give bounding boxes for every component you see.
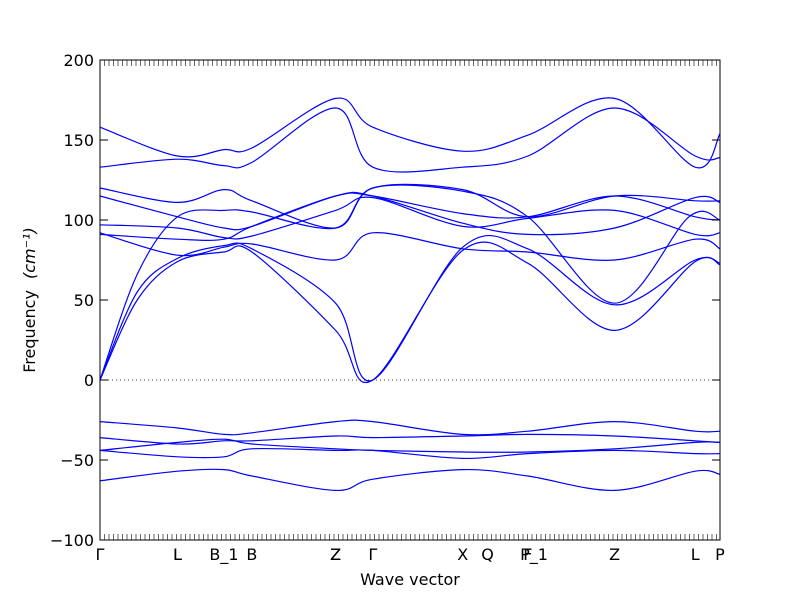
x-tick-label: F bbox=[523, 545, 532, 564]
x-tick-label: Z bbox=[330, 545, 341, 564]
x-tick-label: L bbox=[173, 545, 182, 564]
x-tick-label: Z bbox=[330, 545, 341, 564]
band-line-4 bbox=[99, 192, 721, 241]
y-axis-label-unit: (cm⁻¹) bbox=[20, 227, 39, 279]
y-tick-label: 50 bbox=[74, 291, 94, 310]
x-tick-label: Γ bbox=[96, 545, 105, 564]
series-layer bbox=[99, 97, 721, 492]
y-axis-label-group: Frequency (cm⁻¹) bbox=[20, 227, 39, 372]
band-line-9 bbox=[99, 107, 721, 173]
minor-ticks bbox=[99, 60, 717, 540]
band-line-8 bbox=[99, 232, 721, 261]
x-tick-label: X bbox=[457, 545, 468, 564]
x-tick-label: B bbox=[246, 545, 257, 564]
band-line-6 bbox=[99, 191, 721, 236]
x-tick-label: L bbox=[691, 545, 700, 564]
band-line-7 bbox=[99, 183, 721, 229]
y-tick-label: −100 bbox=[50, 531, 94, 550]
x-tick-label: P_1 bbox=[520, 545, 548, 565]
y-axis-label: Frequency (cm⁻¹) bbox=[20, 227, 39, 372]
y-tick-label: −50 bbox=[60, 451, 94, 470]
y-tick-label: 200 bbox=[63, 51, 94, 70]
x-tick-label: B_1 bbox=[209, 545, 238, 565]
x-tick-label: Q bbox=[481, 545, 494, 564]
band-line-11 bbox=[99, 419, 721, 436]
band-line-2 bbox=[99, 241, 721, 384]
x-axis-ticks: Γ LL B_1 B ZZ Γ X Q FP_1 Z L P bbox=[96, 545, 726, 565]
x-tick-label: Γ bbox=[368, 545, 377, 564]
y-axis-label-text: Frequency bbox=[20, 290, 39, 373]
band-line-14 bbox=[99, 447, 721, 460]
band-line-15 bbox=[99, 468, 721, 492]
y-tick-label: 150 bbox=[63, 131, 94, 150]
y-tick-label: 0 bbox=[84, 371, 94, 390]
x-axis-label: Wave vector bbox=[360, 570, 460, 589]
x-tick-label: Z bbox=[609, 545, 620, 564]
band-line-5 bbox=[99, 196, 721, 240]
x-tick-label: P bbox=[715, 545, 725, 564]
x-tick-label: L bbox=[173, 545, 182, 564]
y-axis-ticks: −100 −50 0 50 100 150 200 bbox=[50, 51, 720, 550]
band-line-12 bbox=[99, 433, 721, 445]
band-line-10 bbox=[99, 97, 721, 169]
y-tick-label: 100 bbox=[63, 211, 94, 230]
band-line-3 bbox=[99, 235, 721, 382]
